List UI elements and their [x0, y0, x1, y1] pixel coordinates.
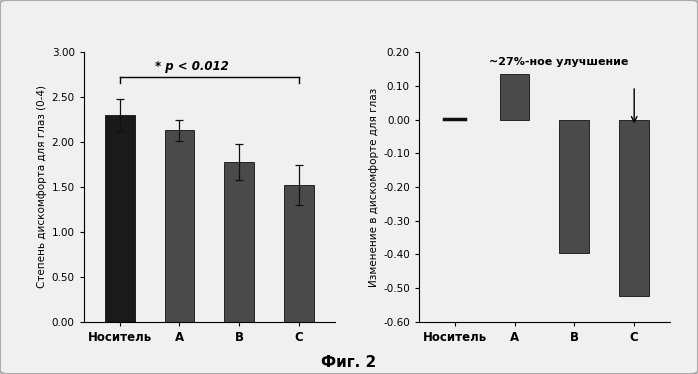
Text: Фиг. 2: Фиг. 2	[321, 355, 377, 370]
Y-axis label: Степень дискомфорта для глаз (0-4): Степень дискомфорта для глаз (0-4)	[38, 86, 47, 288]
Y-axis label: Изменение в дискомфорте для глаз: Изменение в дискомфорте для глаз	[369, 88, 379, 286]
Bar	[559, 120, 589, 253]
Bar	[224, 162, 254, 322]
Text: ~27%-ное улучшение: ~27%-ное улучшение	[489, 58, 628, 67]
Text: * p < 0.012: * p < 0.012	[154, 60, 228, 73]
Bar	[619, 120, 649, 296]
Bar	[105, 115, 135, 322]
Bar	[284, 185, 314, 322]
Bar	[500, 74, 530, 120]
Bar	[165, 131, 195, 322]
